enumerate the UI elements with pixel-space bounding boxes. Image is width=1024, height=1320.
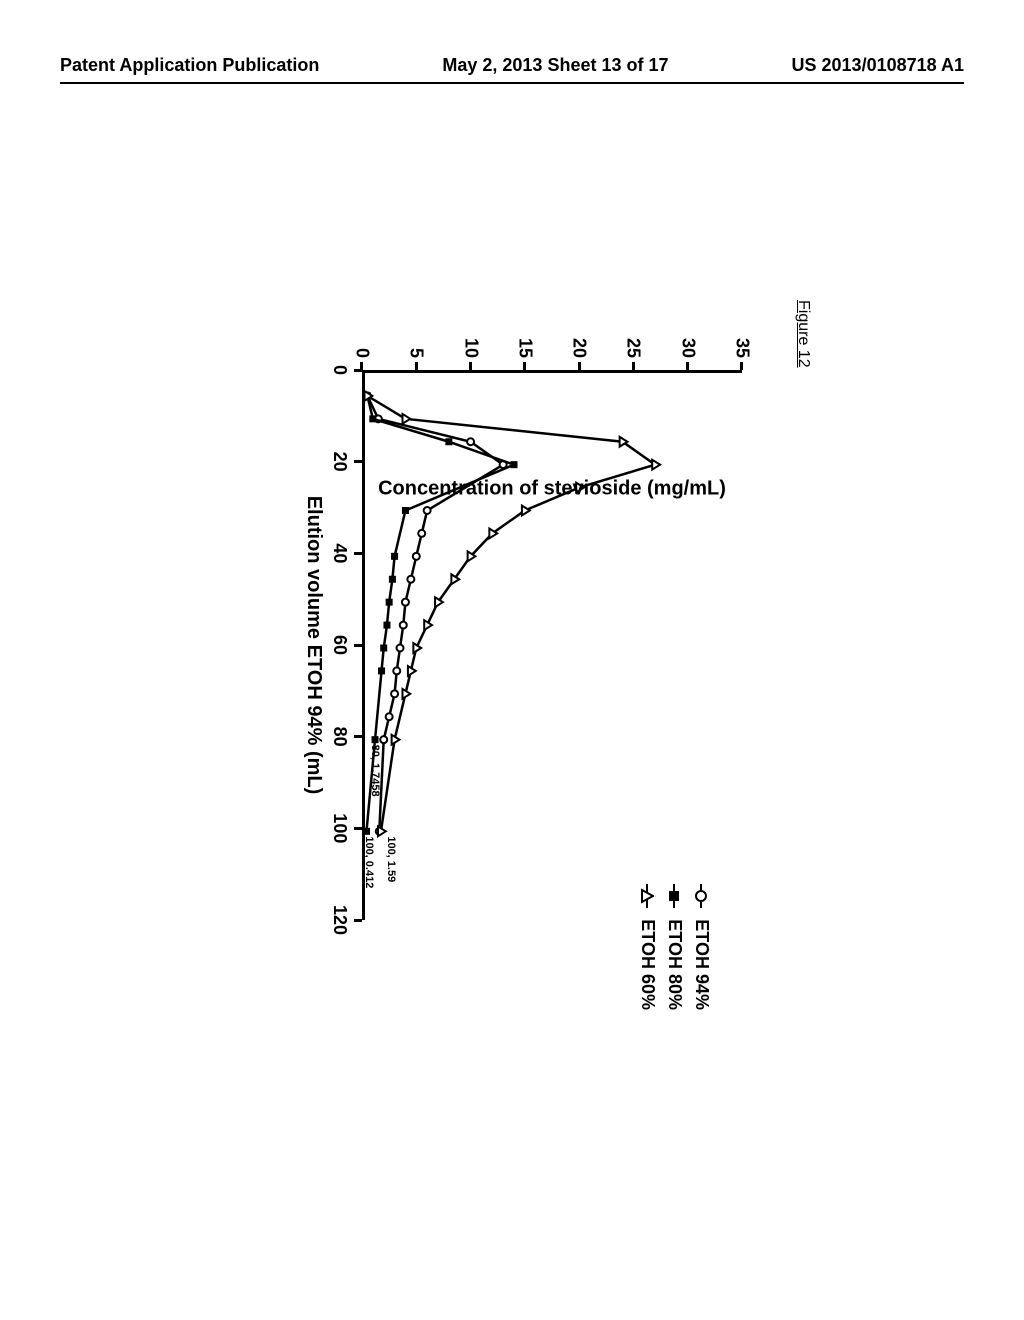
x-tick [354, 919, 362, 922]
chart-annotation: 80, 1.7458 [369, 745, 381, 797]
legend-item: ETOH 60% [637, 881, 658, 1010]
y-tick [686, 362, 689, 370]
series-marker [402, 414, 410, 424]
series-marker [378, 667, 385, 674]
series-marker [363, 828, 370, 835]
y-tick [415, 362, 418, 370]
y-tick-label: 10 [460, 338, 481, 358]
legend-item: ETOH 80% [664, 881, 685, 1010]
series-marker [397, 645, 404, 652]
chart-annotation: 100, 0.412 [363, 836, 375, 888]
series-marker [378, 826, 386, 836]
x-tick [354, 460, 362, 463]
y-tick [578, 362, 581, 370]
series-marker [369, 415, 376, 422]
legend-label: ETOH 94% [691, 919, 712, 1010]
header-left: Patent Application Publication [60, 55, 319, 76]
series-marker [392, 735, 400, 745]
series-marker [391, 553, 398, 560]
x-tick-label: 60 [329, 635, 350, 655]
y-tick-label: 25 [623, 338, 644, 358]
series-marker [402, 507, 409, 514]
series-marker [380, 736, 387, 743]
series-marker [511, 461, 518, 468]
chart-legend: ETOH 94% ETOH 80% ETOH 60% [631, 881, 712, 1010]
series-marker [424, 507, 431, 514]
series-marker [424, 620, 432, 630]
series-marker [389, 576, 396, 583]
series-marker [386, 599, 393, 606]
series-marker [467, 438, 474, 445]
y-tick-label: 0 [352, 348, 373, 358]
x-tick [354, 827, 362, 830]
series-marker [380, 645, 387, 652]
chart-annotation: 100, 1.59 [385, 836, 397, 882]
series-line [366, 396, 514, 831]
x-axis-title: Elution volume ETOH 94% (mL) [302, 496, 325, 795]
y-tick [632, 362, 635, 370]
header-right: US 2013/0108718 A1 [792, 55, 964, 76]
x-tick-label: 100 [329, 813, 350, 843]
header-divider [60, 82, 964, 84]
x-tick [354, 369, 362, 372]
series-marker [445, 438, 452, 445]
header-center: May 2, 2013 Sheet 13 of 17 [442, 55, 668, 76]
legend-label: ETOH 80% [664, 919, 685, 1010]
series-marker [418, 530, 425, 537]
series-marker [408, 666, 416, 676]
series-marker [386, 713, 393, 720]
x-tick-label: 20 [329, 452, 350, 472]
y-tick [523, 362, 526, 370]
plot-box [362, 370, 742, 920]
series-marker [391, 690, 398, 697]
x-tick [354, 552, 362, 555]
circle-marker-icon [695, 881, 709, 911]
legend-item: ETOH 94% [691, 881, 712, 1010]
chart-area: 05101520253035 020406080100120 Concentra… [362, 370, 742, 920]
series-marker [393, 667, 400, 674]
y-tick-label: 35 [732, 338, 753, 358]
triangle-marker-icon [641, 881, 655, 911]
series-marker [407, 576, 414, 583]
x-tick-label: 80 [329, 727, 350, 747]
series-marker [652, 460, 660, 470]
y-tick-label: 20 [569, 338, 590, 358]
series-marker [400, 622, 407, 629]
x-tick-label: 120 [329, 905, 350, 935]
figure-label: Figure 12 [794, 300, 812, 368]
y-tick [469, 362, 472, 370]
x-tick-label: 0 [329, 365, 350, 375]
legend-label: ETOH 60% [637, 919, 658, 1010]
y-tick [741, 362, 744, 370]
series-marker [402, 599, 409, 606]
y-axis-title: Concentration of stevioside (mg/mL) [378, 477, 726, 500]
series-marker [383, 622, 390, 629]
figure-container: Figure 12 05101520253035 020406080100120… [242, 300, 782, 1020]
y-tick-label: 5 [406, 348, 427, 358]
y-tick-label: 15 [514, 338, 535, 358]
series-marker [413, 553, 420, 560]
plot-svg [362, 373, 742, 923]
series-marker [522, 506, 530, 516]
series-marker [402, 689, 410, 699]
series-marker [372, 736, 379, 743]
x-tick-label: 40 [329, 543, 350, 563]
y-tick-label: 30 [677, 338, 698, 358]
x-tick [354, 735, 362, 738]
square-marker-icon [668, 881, 682, 911]
series-marker [413, 643, 421, 653]
patent-header: Patent Application Publication May 2, 20… [0, 55, 1024, 76]
x-tick [354, 644, 362, 647]
